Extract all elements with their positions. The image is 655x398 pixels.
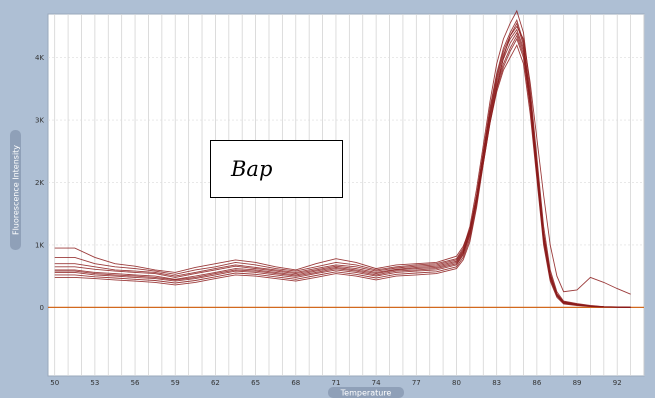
x-tick-label: 68: [291, 379, 300, 387]
plot-area: [47, 13, 645, 377]
y-tick-label: 0: [40, 304, 44, 312]
x-tick-label: 71: [331, 379, 340, 387]
y-tick-label: 3K: [35, 117, 44, 125]
y-axis-title-bg: [10, 130, 21, 250]
annotation-box: Bap: [210, 140, 343, 198]
x-tick-label: 74: [372, 379, 381, 387]
y-tick-label: 1K: [35, 241, 44, 249]
x-tick-label: 62: [211, 379, 220, 387]
series-line: [54, 22, 631, 308]
x-tick-label: 56: [131, 379, 140, 387]
x-tick-label: 92: [613, 379, 622, 387]
annotation-label: Bap: [231, 157, 273, 181]
series-line: [54, 25, 631, 295]
y-axis-title: Fluorescence Intensity: [12, 145, 21, 235]
y-tick-label: 4K: [35, 54, 44, 62]
x-tick-label: 50: [50, 379, 59, 387]
x-tick-label: 53: [90, 379, 99, 387]
series-line: [54, 44, 631, 308]
x-tick-label: 86: [532, 379, 541, 387]
series-line: [54, 37, 631, 308]
x-tick-label: 59: [171, 379, 180, 387]
x-tick-label: 77: [412, 379, 421, 387]
x-tick-label: 65: [251, 379, 260, 387]
x-axis-title: Temperature: [340, 389, 392, 398]
x-tick-label: 89: [573, 379, 582, 387]
x-tick-label: 83: [492, 379, 501, 387]
series-line: [54, 9, 631, 308]
y-tick-label: 2K: [35, 179, 44, 187]
x-axis-title-bg: [328, 387, 404, 398]
series-line: [54, 31, 631, 308]
x-tick-label: 80: [452, 379, 461, 387]
